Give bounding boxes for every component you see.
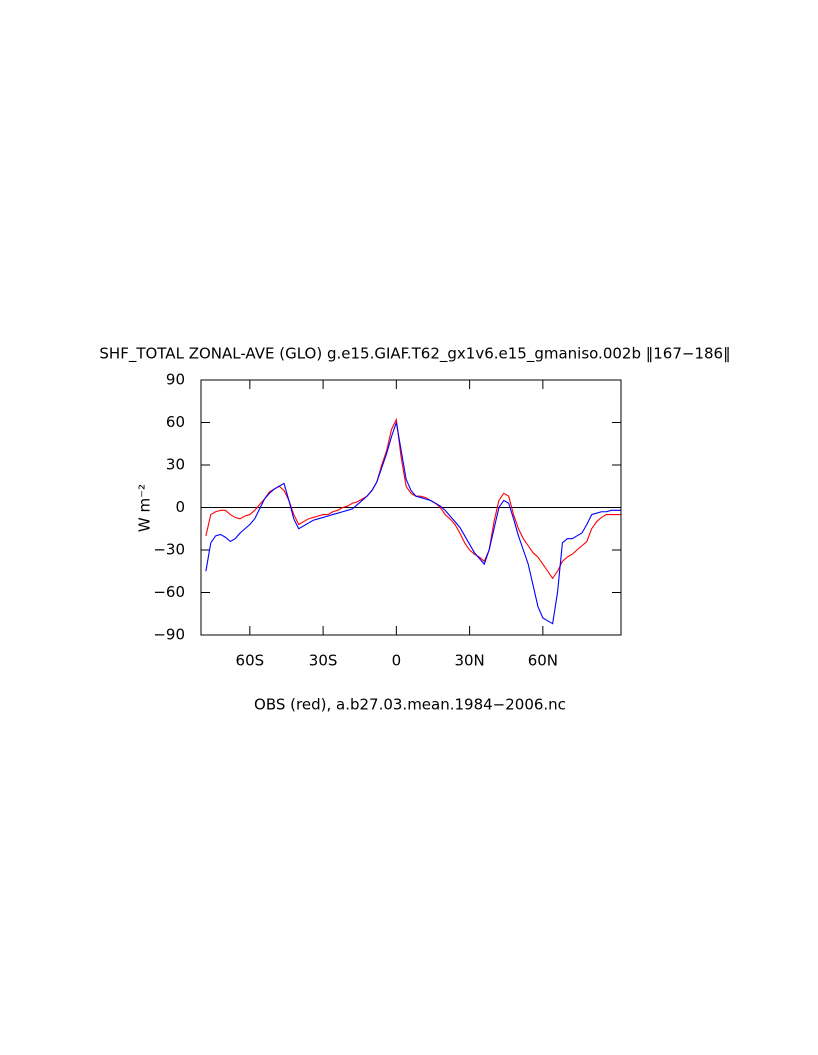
y-tick-label: 90 <box>166 371 185 389</box>
y-axis-label: W m⁻² <box>136 484 154 532</box>
x-tick-label: 60N <box>528 652 558 670</box>
data-line <box>205 417 621 580</box>
x-tick-label: 30S <box>309 652 338 670</box>
plot-frame <box>200 379 622 636</box>
y-tick-label: 60 <box>166 413 185 431</box>
data-line <box>205 422 621 625</box>
y-tick-label: 0 <box>175 498 185 516</box>
x-tick-label: 60S <box>236 652 265 670</box>
y-tick-label: −30 <box>153 541 185 559</box>
subtitle: OBS (red), a.b27.03.mean.1984−2006.nc <box>254 696 566 714</box>
x-tick-label: 0 <box>392 652 402 670</box>
y-tick-label: 30 <box>166 456 185 474</box>
chart-title: SHF_TOTAL ZONAL-AVE (GLO) g.e15.GIAF.T62… <box>99 345 730 364</box>
y-tick-label: −60 <box>153 583 185 601</box>
y-tick-label: −90 <box>153 626 185 644</box>
x-tick-label: 30N <box>454 652 484 670</box>
